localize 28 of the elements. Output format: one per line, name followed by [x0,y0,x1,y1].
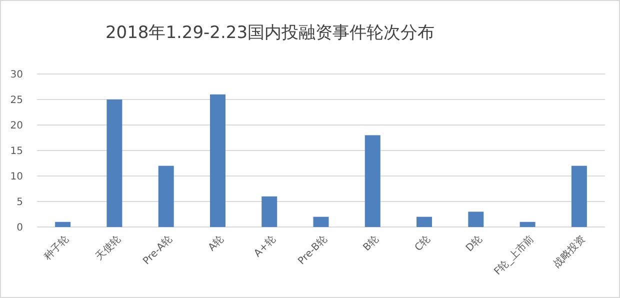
y-tick-label: 30 [10,70,23,80]
x-tick-label: 天使轮 [93,233,124,263]
bar [313,216,329,227]
chart-title: 2018年1.29-2.23国内投融资事件轮次分布 [105,23,435,43]
y-tick-label: 10 [10,172,23,182]
x-tick-label: C轮 [412,233,433,254]
bar [571,166,587,227]
x-tick-label: D轮 [464,233,485,254]
y-tick-label: 0 [16,222,23,234]
bar [55,222,71,227]
x-tick-label: B轮 [360,233,382,254]
y-tick-label: 5 [16,197,23,208]
y-tick-label: 20 [10,120,23,132]
bar [520,222,536,227]
bar [106,100,122,227]
y-tick-label: 25 [10,95,23,106]
y-tick-label: 15 [10,146,23,157]
bar [262,196,278,227]
x-tick-label: 种子轮 [42,233,72,263]
x-tick-label: F轮_上市前 [492,233,536,278]
bar [364,135,380,227]
bar [416,216,432,227]
x-tick-label: A+轮 [252,233,278,260]
bar [158,166,174,227]
bar [210,94,226,227]
x-tick-label: 战略投资 [551,233,588,270]
x-tick-label: A轮 [206,233,226,254]
bar [468,212,484,227]
